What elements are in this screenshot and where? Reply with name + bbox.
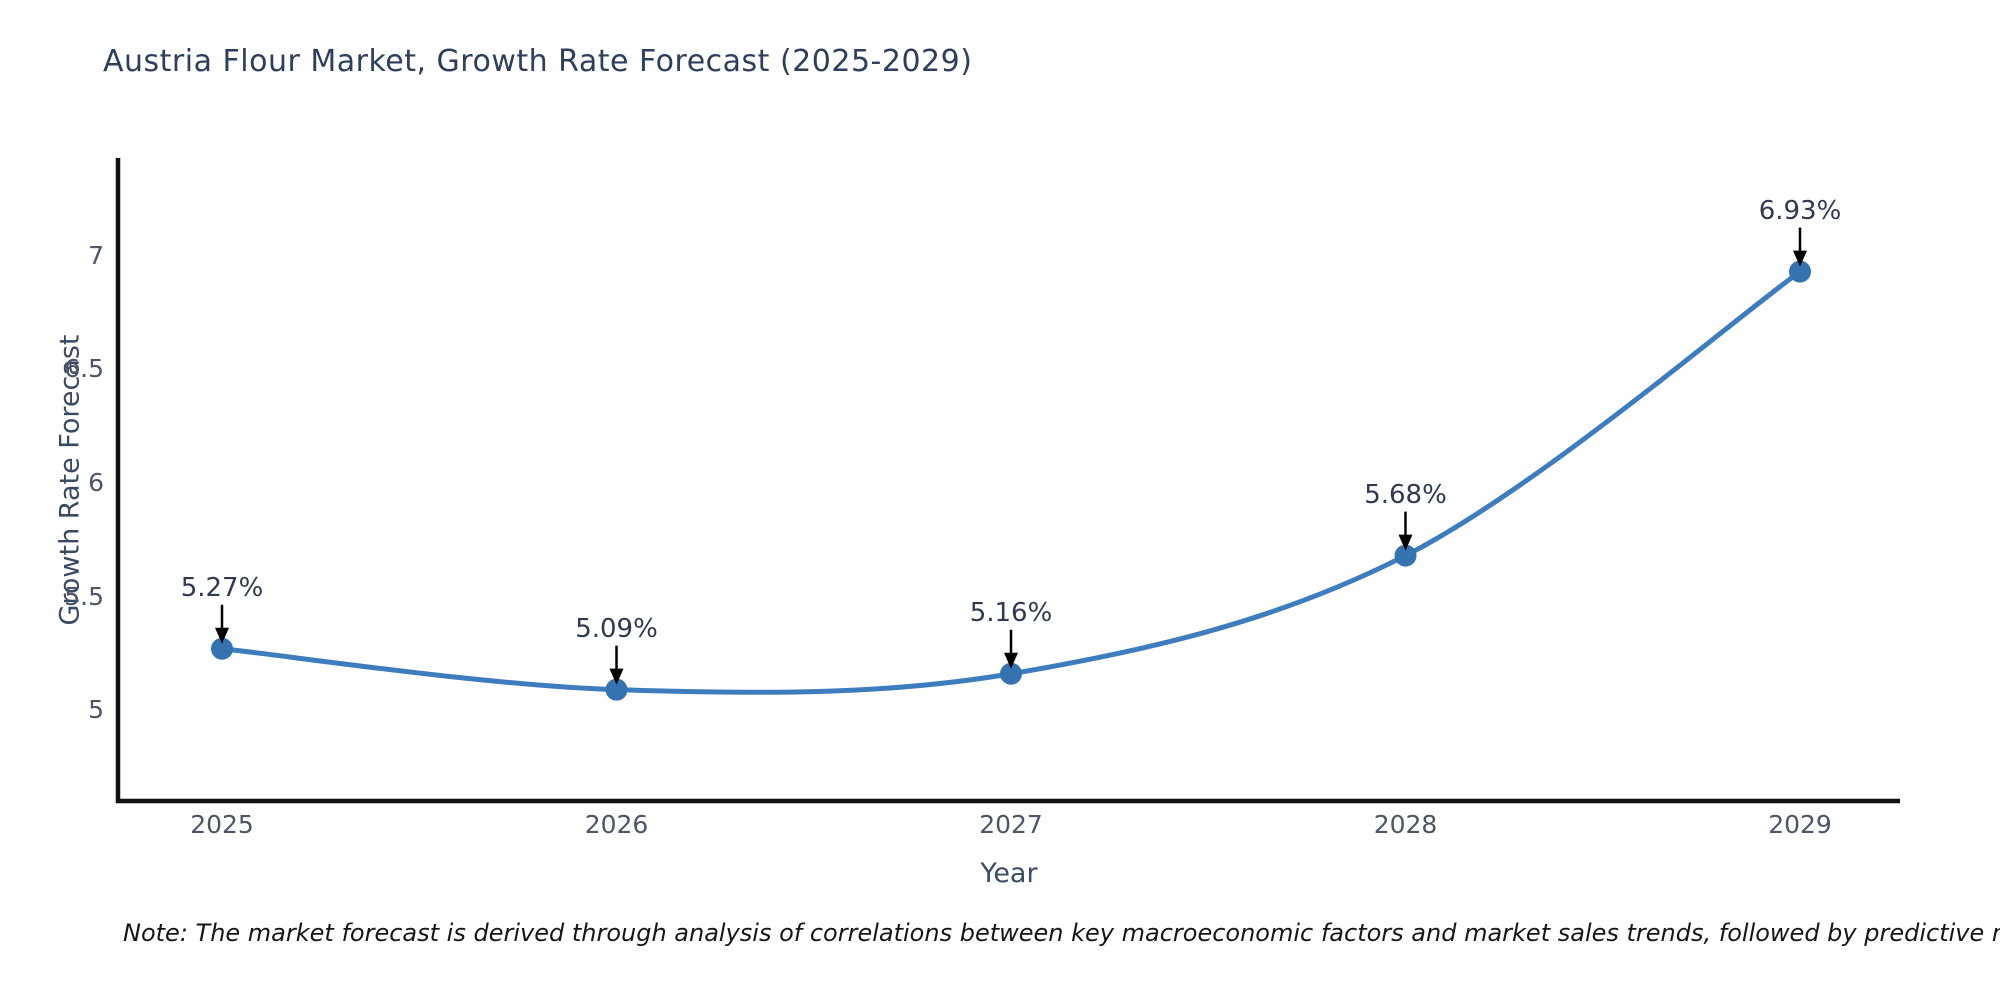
axis-lines [115, 158, 1900, 804]
y-tick-label: 6.5 [64, 354, 104, 384]
chart-title: Austria Flour Market, Growth Rate Foreca… [103, 44, 973, 79]
x-tick-label: 2027 [979, 810, 1043, 839]
footnote: Note: The market forecast is derived thr… [123, 919, 2000, 947]
data-point-marker [1394, 544, 1417, 567]
x-tick-label: 2029 [1768, 810, 1832, 839]
annotation-arrowhead [609, 668, 624, 685]
y-tick-label: 7 [88, 240, 104, 270]
x-tick-label: 2026 [584, 810, 649, 839]
data-point-marker [605, 678, 628, 701]
annotation-arrowhead [1793, 250, 1807, 267]
data-point-marker [1000, 662, 1022, 685]
x-tick-label: 2028 [1373, 810, 1438, 839]
trend-line [219, 269, 1803, 695]
point-label: 5.27% [180, 572, 264, 603]
y-tick-label: 5.5 [64, 581, 104, 611]
point-label: 5.09% [575, 613, 658, 644]
data-point-marker [211, 637, 233, 660]
annotation-arrowhead [215, 627, 229, 644]
point-label: 5.68% [1364, 479, 1447, 510]
x-axis-title: Year [980, 858, 1038, 889]
point-label: 6.93% [1758, 195, 1842, 226]
annotation-arrowhead [1004, 652, 1018, 669]
data-point-marker [1789, 260, 1811, 283]
y-tick-label: 5 [88, 695, 104, 725]
x-tick-label: 2025 [190, 810, 254, 839]
point-label: 5.16% [969, 597, 1053, 628]
annotation-arrowhead [1398, 534, 1413, 551]
y-tick-label: 6 [88, 467, 104, 497]
